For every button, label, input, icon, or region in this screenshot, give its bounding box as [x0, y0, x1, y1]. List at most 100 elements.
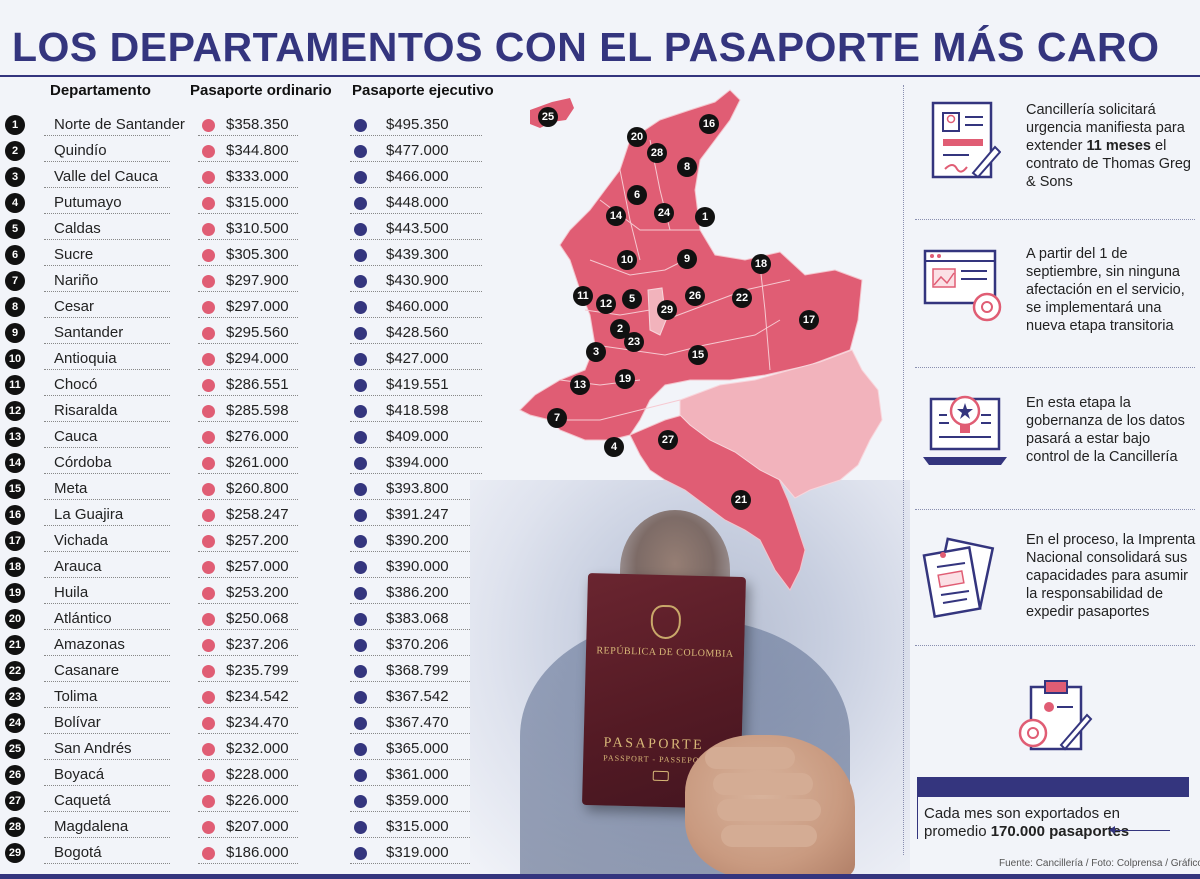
ordinario-price: $297.900	[226, 272, 289, 289]
rank-badge: 6	[5, 245, 25, 265]
arrow-icon	[1109, 826, 1170, 834]
ordinario-bullet-icon	[202, 561, 215, 574]
ordinario-bullet-icon	[202, 275, 215, 288]
row-dotted-line	[350, 213, 482, 214]
ordinario-bullet-icon	[202, 301, 215, 314]
rank-badge: 12	[5, 401, 25, 421]
rank-badge: 15	[5, 479, 25, 499]
rank-badge: 10	[5, 349, 25, 369]
row-dotted-line	[44, 863, 170, 864]
ejecutivo-bullet-icon	[354, 691, 367, 704]
row-dotted-line	[198, 213, 298, 214]
row-dotted-line	[350, 577, 482, 578]
ejecutivo-price: $448.000	[386, 194, 449, 211]
ejecutivo-bullet-icon	[354, 639, 367, 652]
rank-badge: 29	[5, 843, 25, 863]
ejecutivo-bullet-icon	[354, 379, 367, 392]
rank-badge: 26	[5, 765, 25, 785]
contract-document-icon	[931, 101, 1001, 179]
row-dotted-line	[44, 707, 170, 708]
row-dotted-line	[198, 811, 298, 812]
row-dotted-line	[350, 135, 482, 136]
ordinario-bullet-icon	[202, 769, 215, 782]
ejecutivo-price: $430.900	[386, 272, 449, 289]
ordinario-price: $295.560	[226, 324, 289, 341]
ordinario-price: $276.000	[226, 428, 289, 445]
row-dotted-line	[198, 759, 298, 760]
row-dotted-line	[44, 161, 170, 162]
row-dotted-line	[44, 577, 170, 578]
row-dotted-line	[198, 499, 298, 500]
row-dotted-line	[198, 187, 298, 188]
ejecutivo-price: $418.598	[386, 402, 449, 419]
row-dotted-line	[350, 863, 482, 864]
ejecutivo-bullet-icon	[354, 665, 367, 678]
ordinario-bullet-icon	[202, 119, 215, 132]
table-row: 12 Risaralda $285.598 $418.598	[0, 398, 500, 424]
rank-badge: 16	[5, 505, 25, 525]
department-name: Antioquia	[54, 350, 117, 367]
table-row: 10 Antioquia $294.000 $427.000	[0, 346, 500, 372]
biometric-chip-icon	[652, 770, 669, 782]
ejecutivo-price: $409.000	[386, 428, 449, 445]
table-row: 14 Córdoba $261.000 $394.000	[0, 450, 500, 476]
row-dotted-line	[350, 525, 482, 526]
row-dotted-line	[350, 733, 482, 734]
ordinario-bullet-icon	[202, 171, 215, 184]
ordinario-bullet-icon	[202, 145, 215, 158]
ordinario-price: $258.247	[226, 506, 289, 523]
rank-badge: 25	[5, 739, 25, 759]
table-row: 19 Huila $253.200 $386.200	[0, 580, 500, 606]
ejecutivo-bullet-icon	[354, 353, 367, 366]
department-name: Casanare	[54, 662, 120, 679]
table-row: 18 Arauca $257.000 $390.000	[0, 554, 500, 580]
export-line2: promedio 170.000 pasaportes	[924, 823, 1130, 840]
ejecutivo-bullet-icon	[354, 275, 367, 288]
row-dotted-line	[44, 395, 170, 396]
row-dotted-line	[350, 161, 482, 162]
ejecutivo-price: $390.000	[386, 558, 449, 575]
table-row: 1 Norte de Santander $358.350 $495.350	[0, 112, 500, 138]
department-name: Atlántico	[54, 610, 112, 627]
rank-badge: 9	[5, 323, 25, 343]
ordinario-price: $232.000	[226, 740, 289, 757]
row-dotted-line	[350, 187, 482, 188]
section-separator	[915, 219, 1195, 220]
rank-badge: 22	[5, 661, 25, 681]
row-dotted-line	[44, 629, 170, 630]
export-text: Cada mes son exportados en promedio 170.…	[924, 805, 1129, 841]
rank-badge: 11	[5, 375, 25, 395]
row-dotted-line	[350, 811, 482, 812]
table-row: 16 La Guajira $258.247 $391.247	[0, 502, 500, 528]
header-ordinario: Pasaporte ordinario	[190, 82, 332, 99]
ejecutivo-bullet-icon	[354, 769, 367, 782]
ejecutivo-bullet-icon	[354, 171, 367, 184]
row-dotted-line	[198, 239, 298, 240]
ejecutivo-price: $495.350	[386, 116, 449, 133]
ordinario-price: $310.500	[226, 220, 289, 237]
ejecutivo-bullet-icon	[354, 145, 367, 158]
row-dotted-line	[198, 707, 298, 708]
row-dotted-line	[44, 837, 170, 838]
note-governance: En esta etapa la gobernanza de los datos…	[1026, 395, 1185, 465]
row-dotted-line	[198, 629, 298, 630]
ejecutivo-bullet-icon	[354, 561, 367, 574]
rank-badge: 20	[5, 609, 25, 629]
ordinario-bullet-icon	[202, 509, 215, 522]
department-name: Valle del Cauca	[54, 168, 158, 185]
row-dotted-line	[44, 733, 170, 734]
department-name: Boyacá	[54, 766, 105, 783]
table-row: 21 Amazonas $237.206 $370.206	[0, 632, 500, 658]
ejecutivo-price: $443.500	[386, 220, 449, 237]
ejecutivo-price: $477.000	[386, 142, 449, 159]
row-dotted-line	[198, 681, 298, 682]
table-row: 17 Vichada $257.200 $390.200	[0, 528, 500, 554]
map-light-east	[679, 349, 883, 499]
row-dotted-line	[198, 785, 298, 786]
ejecutivo-bullet-icon	[354, 457, 367, 470]
ejecutivo-price: $390.200	[386, 532, 449, 549]
department-name: Cesar	[54, 298, 95, 315]
table-row: 9 Santander $295.560 $428.560	[0, 320, 500, 346]
header-ejecutivo: Pasaporte ejecutivo	[352, 82, 494, 99]
row-dotted-line	[44, 239, 170, 240]
